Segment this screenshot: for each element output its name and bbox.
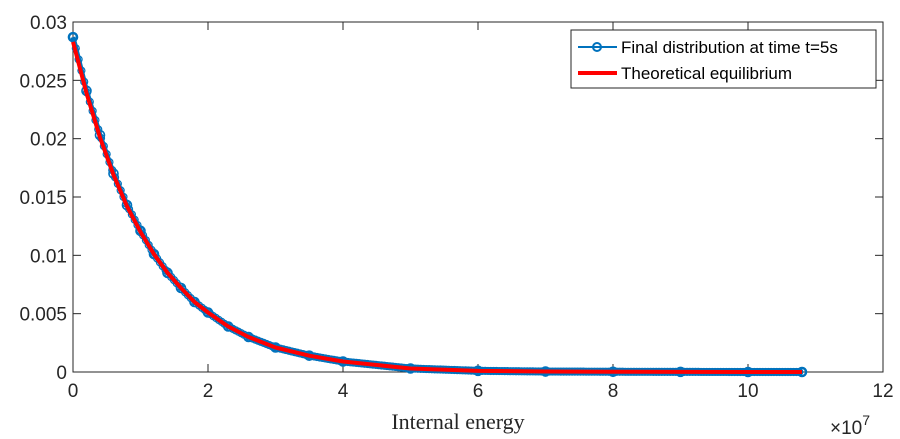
data-point-final-distribution — [67, 31, 79, 43]
x-axis-label: Internal energy — [391, 409, 524, 434]
x-tick-label: 8 — [608, 381, 619, 402]
legend-label-series-1: Final distribution at time t=5s — [621, 38, 838, 57]
data-point-final-distribution — [148, 248, 160, 260]
x-tick-label: 0 — [68, 381, 79, 402]
x-tick-label: 10 — [737, 381, 758, 402]
legend: Final distribution at time t=5s Theoreti… — [570, 29, 877, 89]
y-tick-label: 0.02 — [30, 130, 67, 151]
x-axis-exponent-base: ×10 — [830, 418, 862, 439]
y-tick-label: 0.015 — [19, 188, 67, 209]
y-tick-label: 0.005 — [19, 305, 67, 326]
data-point-final-distribution — [162, 267, 173, 279]
y-tick-label: 0.01 — [30, 246, 67, 267]
data-point-final-distribution — [189, 296, 200, 308]
legend-marker-series-1 — [592, 42, 602, 52]
x-tick-label: 6 — [473, 381, 484, 402]
x-axis-exponent-power: 7 — [862, 412, 870, 428]
x-axis-exponent: ×107 — [830, 412, 870, 439]
y-tick-label: 0.025 — [19, 71, 67, 92]
data-point-final-distribution — [222, 321, 234, 332]
legend-box — [570, 29, 877, 89]
x-tick-label: 4 — [338, 381, 349, 402]
x-tick-label: 12 — [872, 381, 893, 402]
y-tick-label: 0 — [56, 363, 67, 384]
y-tick-label: 0.03 — [30, 13, 67, 34]
data-point-final-distribution — [175, 282, 187, 294]
axis-ticks: 0 2 4 6 8 10 12 0 0.005 0.01 0.015 0.02 0.025 0.03 — [19, 13, 893, 402]
data-point-final-distribution — [202, 307, 214, 318]
series-group — [67, 31, 808, 378]
legend-label-series-2: Theoretical equilibrium — [621, 64, 792, 83]
x-tick-label: 2 — [203, 381, 214, 402]
series-line-theoretical-equilibrium — [71, 41, 802, 374]
series-marker-final-distribution — [68, 33, 78, 42]
